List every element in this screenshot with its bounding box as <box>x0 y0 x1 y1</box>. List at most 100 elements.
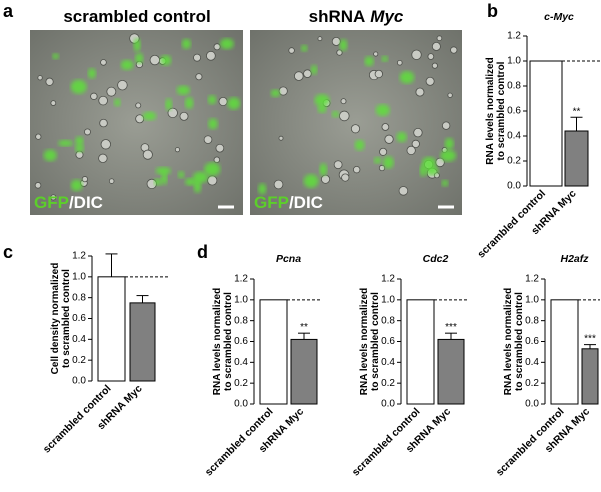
y-axis-label: RNA levels normalizedto scrambled contro… <box>212 288 234 395</box>
overlay-label: GFP/DIC <box>34 193 103 212</box>
y-tick-label: 0.2 <box>234 378 248 389</box>
cell <box>179 111 189 121</box>
cell <box>331 36 341 46</box>
panel-label: a <box>3 1 14 21</box>
cell <box>142 149 153 160</box>
cell <box>384 134 394 144</box>
y-axis-label: Cell density normalizedto scrambled cont… <box>50 263 72 375</box>
gfp-cell <box>120 59 134 71</box>
y-tick-label: 0.6 <box>72 313 86 324</box>
y-axis-label-line: to scrambled control <box>61 269 72 368</box>
cell <box>81 176 89 183</box>
gfp-cell <box>354 139 365 151</box>
bar <box>564 130 589 187</box>
y-axis-label-line: RNA levels normalized <box>485 57 496 164</box>
cell <box>341 173 350 182</box>
cell <box>431 41 441 51</box>
gfp-cell <box>270 89 281 97</box>
cell <box>411 49 422 60</box>
y-tick-label: 0.2 <box>72 355 86 366</box>
gfp-cell <box>70 79 87 94</box>
y-axis-label-line: to scrambled control <box>514 292 525 391</box>
cell <box>34 182 42 189</box>
y-tick-label: 1.0 <box>72 271 86 282</box>
cell <box>411 139 420 149</box>
y-axis-label-line: RNA levels normalized <box>212 288 223 395</box>
y-axis-label-line: RNA levels normalized <box>359 288 370 395</box>
y-tick-label: 0.4 <box>507 131 521 142</box>
y-tick-label: 0.4 <box>234 357 248 368</box>
gfp-cell <box>154 178 162 186</box>
cell <box>98 153 108 163</box>
cell <box>99 118 108 128</box>
y-tick-label: 1.2 <box>507 31 521 42</box>
cell <box>100 139 111 150</box>
y-tick-label: 0.8 <box>381 315 395 326</box>
gfp-cell <box>364 56 374 67</box>
cell <box>84 128 91 136</box>
y-tick-label: 0.0 <box>234 399 248 410</box>
y-tick-label: 0.6 <box>525 336 539 347</box>
cell <box>213 156 221 164</box>
cell <box>339 110 350 122</box>
cell <box>98 95 108 106</box>
cell <box>207 175 218 186</box>
cell <box>317 36 323 42</box>
image-title-italic: Myc <box>370 7 404 26</box>
micrograph <box>250 30 462 215</box>
cell <box>303 69 312 78</box>
y-tick-label: 1.2 <box>525 274 539 285</box>
cell <box>273 179 284 190</box>
y-tick-label: 1.2 <box>72 251 86 262</box>
gfp-cell <box>87 68 96 79</box>
chart-title: H2afz <box>560 253 589 265</box>
chart-title: Pcna <box>276 253 301 265</box>
gfp-cell <box>208 118 218 130</box>
panel-label: b <box>487 1 498 21</box>
bar <box>550 299 579 405</box>
cell <box>206 50 216 61</box>
cell <box>35 133 42 140</box>
y-tick-label: 0.6 <box>507 106 521 117</box>
y-tick-label: 0.2 <box>525 378 539 389</box>
cell <box>336 49 343 56</box>
cell <box>213 43 221 51</box>
micrograph <box>30 30 243 215</box>
gfp-cell <box>399 71 415 84</box>
cell <box>100 59 107 66</box>
gfp-cell <box>184 97 194 109</box>
cell <box>415 87 425 97</box>
gfp-cell <box>160 55 172 66</box>
cell <box>278 86 288 96</box>
y-axis-label-line: RNA levels normalized <box>503 288 514 395</box>
image-title: scrambled control <box>63 7 210 26</box>
gfp-cell <box>178 171 185 179</box>
bar <box>97 276 126 382</box>
gfp-cell <box>227 97 241 110</box>
panel-label: d <box>197 242 208 262</box>
channel: GFP <box>34 193 69 212</box>
cell <box>108 178 115 184</box>
cell <box>90 92 98 100</box>
gfp-cell <box>165 98 172 111</box>
significance: ** <box>300 322 308 333</box>
chart-title: c-Myc <box>544 11 574 23</box>
cell <box>450 46 458 54</box>
cell <box>193 53 201 62</box>
channel: /DIC <box>289 193 323 212</box>
y-tick-label: 0.0 <box>525 399 539 410</box>
cell <box>397 59 403 66</box>
gfp-cell <box>319 163 328 176</box>
gfp-cell <box>440 149 457 162</box>
cell <box>350 124 361 134</box>
gfp-cell <box>75 136 84 147</box>
cell <box>398 186 409 196</box>
cell <box>203 135 213 144</box>
gfp-cell <box>133 38 141 52</box>
cell <box>50 100 57 106</box>
cell <box>167 107 178 119</box>
cell <box>215 143 225 153</box>
gfp-cell <box>331 110 340 118</box>
gfp-cell <box>375 104 390 117</box>
